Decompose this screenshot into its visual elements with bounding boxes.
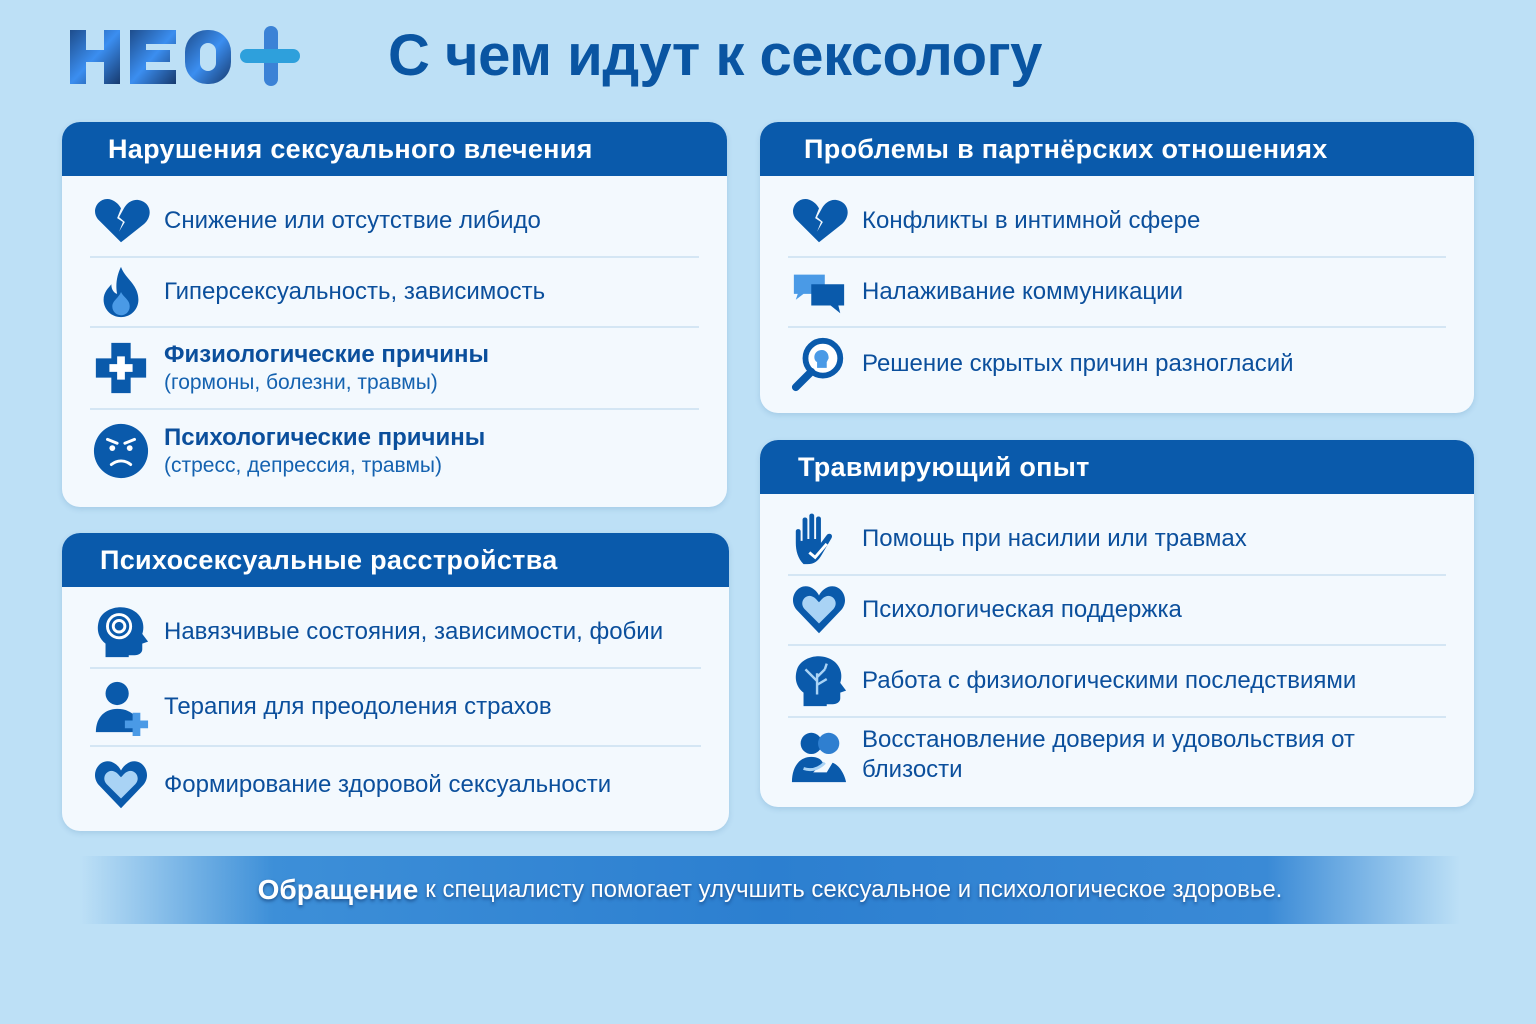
logo bbox=[68, 26, 303, 88]
flame-icon bbox=[90, 261, 152, 323]
list-item: Гиперсексуальность, зависимость bbox=[90, 258, 699, 328]
item-label: Снижение или отсутствие либидо bbox=[164, 207, 541, 234]
list-item: Психологическая поддержка bbox=[788, 576, 1446, 646]
list-item: Восстановление доверия и удовольствия от… bbox=[788, 718, 1446, 792]
item-label: Восстановление доверия и удовольствия от… bbox=[862, 726, 1355, 783]
embracing-couple-icon bbox=[788, 724, 850, 786]
brain-tree-head-icon bbox=[788, 650, 850, 712]
list-item: Помощь при насилии или травмах bbox=[788, 504, 1446, 576]
list-item: Физиологические причины (гормоны, болезни… bbox=[90, 328, 699, 410]
magnifier-head-icon bbox=[788, 333, 850, 395]
card-traumatic-experience: Травмирующий опыт Помощь при насилии или… bbox=[760, 440, 1474, 807]
list-item: Терапия для преодоления страхов bbox=[90, 669, 701, 747]
footer-banner: Обращение к специалисту помогает улучшит… bbox=[80, 856, 1460, 924]
list-item: Психологические причины (стресс, депресси… bbox=[90, 410, 699, 492]
logo-neo-plus bbox=[70, 26, 300, 86]
item-label: Помощь при насилии или травмах bbox=[862, 525, 1247, 552]
person-plus-icon bbox=[90, 676, 152, 738]
item-label: Навязчивые состояния, зависимости, фобии bbox=[164, 618, 664, 645]
broken-heart-icon bbox=[788, 190, 850, 252]
item-label: Формирование здоровой сексуальности bbox=[164, 771, 612, 798]
list-item: Налаживание коммуникации bbox=[788, 258, 1446, 328]
list-item: Навязчивые состояния, зависимости, фобии bbox=[90, 597, 701, 669]
item-label: Решение скрытых причин разногласий bbox=[862, 350, 1294, 377]
card-partner-relations: Проблемы в партнёрских отношениях Конфли… bbox=[760, 122, 1474, 413]
heart-icon bbox=[788, 579, 850, 641]
banner-text: к специалисту помогает улучшить сексуаль… bbox=[425, 876, 1283, 903]
page-title: С чем идут к сексологу bbox=[388, 23, 1042, 88]
item-label: Гиперсексуальность, зависимость bbox=[164, 278, 546, 305]
item-label: Конфликты в интимной сфере bbox=[862, 207, 1201, 234]
list-item: Формирование здоровой сексуальности bbox=[90, 747, 701, 823]
broken-heart-icon bbox=[90, 190, 152, 252]
card-title: Нарушения сексуального влечения bbox=[62, 122, 727, 176]
card-title: Психосексуальные расстройства bbox=[62, 533, 729, 587]
list-item: Снижение или отсутствие либидо bbox=[90, 186, 699, 258]
item-label: Психологическая поддержка bbox=[862, 596, 1182, 623]
item-sublabel: (стресс, депрессия, травмы) bbox=[164, 454, 442, 477]
card-title: Травмирующий опыт bbox=[760, 440, 1474, 494]
card-desire-disorders: Нарушения сексуального влечения Снижение… bbox=[62, 122, 727, 507]
chat-bubbles-icon bbox=[788, 261, 850, 323]
item-sublabel: (гормоны, болезни, травмы) bbox=[164, 371, 438, 394]
banner-lead: Обращение bbox=[257, 874, 419, 905]
card-psychosexual-disorders: Психосексуальные расстройства Навязчивые… bbox=[62, 533, 729, 831]
heart-icon bbox=[90, 754, 152, 816]
item-label: Терапия для преодоления страхов bbox=[164, 693, 552, 720]
item-label: Работа с физиологическими последствиями bbox=[862, 667, 1357, 694]
sad-face-icon bbox=[90, 420, 152, 482]
spiral-head-icon bbox=[90, 601, 152, 663]
item-label: Налаживание коммуникации bbox=[862, 278, 1183, 305]
hand-icon bbox=[788, 508, 850, 570]
item-label: Психологические причины bbox=[164, 424, 486, 451]
list-item: Конфликты в интимной сфере bbox=[788, 186, 1446, 258]
card-title: Проблемы в партнёрских отношениях bbox=[760, 122, 1474, 176]
list-item: Решение скрытых причин разногласий bbox=[788, 328, 1446, 400]
item-label: Физиологические причины bbox=[164, 341, 490, 368]
list-item: Работа с физиологическими последствиями bbox=[788, 646, 1446, 718]
medical-cross-icon bbox=[90, 337, 152, 399]
